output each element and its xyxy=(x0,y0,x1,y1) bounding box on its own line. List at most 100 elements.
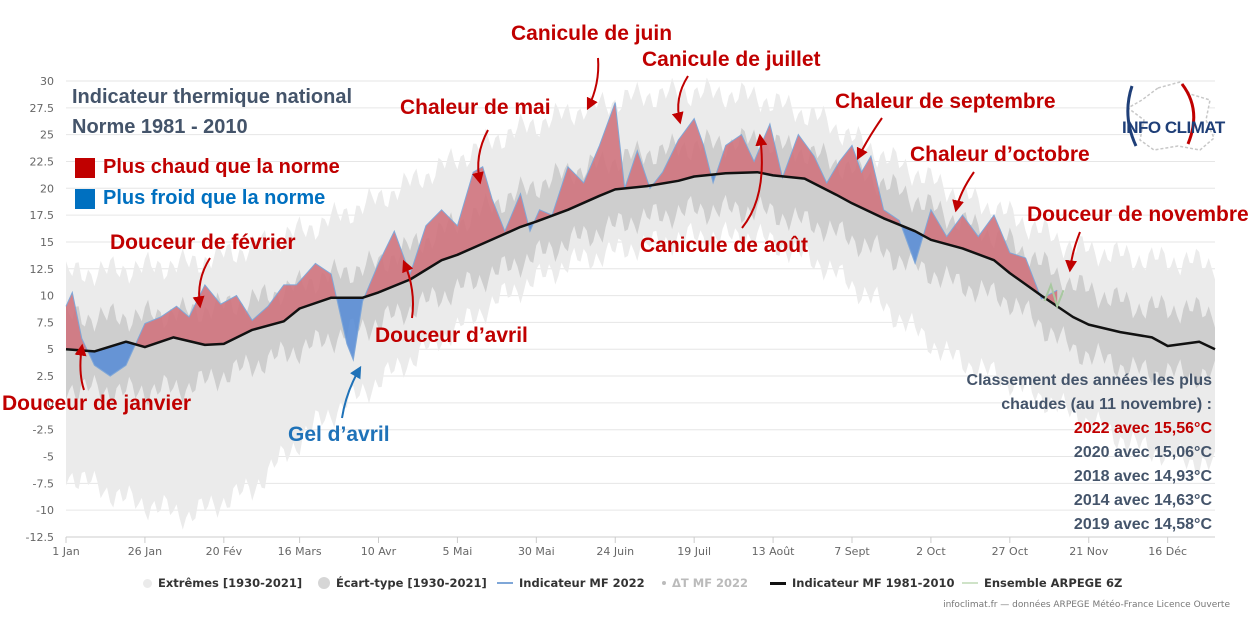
x-axis: 1 Jan 26 Jan 20 Fév 16 Mars 10 Avr 5 Mai 30 Ma… xyxy=(52,536,1215,558)
y-tick-label: -2.5 xyxy=(33,424,54,437)
ranking-row-2: 2020 avec 15,06°C xyxy=(1073,444,1212,461)
chart-title-line1: Indicateur thermique national xyxy=(72,86,353,108)
arpege-line xyxy=(1043,281,1065,310)
arrow-jul-icon xyxy=(671,75,689,125)
warm-key: Plus chaud que la norme xyxy=(75,156,340,179)
legend-label-stddev: Écart-type [1930-2021] xyxy=(336,576,487,590)
arrow-apr-icon xyxy=(402,259,414,319)
x-tick-label: 21 Nov xyxy=(1069,545,1108,558)
chart-lines xyxy=(65,102,1216,377)
x-tick-label: 30 Mai xyxy=(518,545,555,558)
y-tick-label: 20 xyxy=(40,182,54,195)
y-tick-label: -10 xyxy=(36,504,54,517)
annotation-may: Chaleur de mai xyxy=(400,96,551,119)
france-map-logo-icon xyxy=(1126,81,1215,151)
cold-anomaly-area xyxy=(711,174,716,183)
y-tick-label: 10 xyxy=(40,290,54,303)
warm-anomaly-area xyxy=(135,263,336,348)
legend-item-extremes[interactable]: Extrêmes [1930-2021] xyxy=(143,576,302,590)
y-tick-label: -5 xyxy=(43,451,54,464)
legend-marker-mf2022-icon xyxy=(497,582,513,584)
y-tick-label: 15 xyxy=(40,236,54,249)
y-axis: -12.5 -10 -7.5 -5 -2.5 0 2.5 5 7.5 10 12.5 15 17.5 20… xyxy=(26,75,54,544)
cold-key-label: Plus froid que la norme xyxy=(103,187,326,209)
chart-title-line2: Norme 1981 - 2010 xyxy=(72,116,248,138)
y-tick-label: 25 xyxy=(40,129,54,142)
x-tick-label: 16 Déc xyxy=(1148,545,1187,558)
x-tick-label: 7 Sept xyxy=(834,545,870,558)
legend-item-arpege[interactable]: Ensemble ARPEGE 6Z xyxy=(962,576,1122,590)
legend-item-mf2022[interactable]: Indicateur MF 2022 xyxy=(497,576,645,590)
arrow-aug-icon xyxy=(741,133,768,229)
y-tick-label: 2.5 xyxy=(37,370,55,383)
legend-label-extremes: Extrêmes [1930-2021] xyxy=(158,576,303,590)
cold-swatch-icon xyxy=(75,188,95,209)
x-tick-label: 24 Juin xyxy=(596,545,634,558)
y-tick-label: 0 xyxy=(47,397,54,410)
warm-key-label: Plus chaud que la norme xyxy=(103,156,340,178)
legend-marker-norm-icon xyxy=(770,581,786,585)
ranking-row-5: 2019 avec 14,58°C xyxy=(1073,516,1212,533)
y-tick-label: 5 xyxy=(47,343,54,356)
arrow-oct-icon xyxy=(952,171,975,213)
warm-anomaly-area xyxy=(783,134,901,226)
annotation-jul: Canicule de juillet xyxy=(642,48,821,71)
mf2022-line xyxy=(65,102,1058,377)
ranking-row-3: 2018 avec 14,93°C xyxy=(1073,468,1212,485)
data-credit: infoclimat.fr — données ARPEGE Météo-Fra… xyxy=(943,600,1230,610)
ranking-header-2: chaudes (au 11 novembre) : xyxy=(1001,396,1212,413)
x-tick-label: 19 Juil xyxy=(677,545,711,558)
annotation-aug: Canicule de août xyxy=(640,234,809,257)
annotation-jun: Canicule de juin xyxy=(511,22,673,45)
legend-label-arpege: Ensemble ARPEGE 6Z xyxy=(984,576,1123,590)
warm-swatch-icon xyxy=(75,157,95,178)
legend-item-delta[interactable]: ΔT MF 2022 xyxy=(662,576,748,590)
x-tick-label: 10 Avr xyxy=(361,545,397,558)
ranking-header-1: Classement des années les plus xyxy=(966,372,1212,389)
annotation-sep: Chaleur de septembre xyxy=(835,90,1056,113)
arrow-nov-icon xyxy=(1065,231,1081,273)
cold-anomaly-area xyxy=(336,297,365,360)
y-tick-label: 12.5 xyxy=(30,263,55,276)
annotation-oct: Chaleur d’octobre xyxy=(910,143,1090,166)
annotation-arrows xyxy=(74,57,1081,419)
x-tick-label: 5 Mai xyxy=(443,545,473,558)
warm-anomaly-area xyxy=(66,292,88,351)
y-tick-label: 30 xyxy=(40,75,54,88)
legend-label-delta: ΔT MF 2022 xyxy=(672,576,749,590)
ranking-row-4: 2014 avec 14,63°C xyxy=(1073,492,1212,509)
legend-marker-arpege-icon xyxy=(962,582,978,584)
y-tick-label: 22.5 xyxy=(30,155,55,168)
y-tick-label: -7.5 xyxy=(33,477,54,490)
arrow-may-icon xyxy=(471,129,489,185)
chart-areas xyxy=(66,77,1215,530)
x-tick-label: 20 Fév xyxy=(206,545,243,558)
arrow-feb-icon xyxy=(192,257,211,309)
legend-marker-extremes-icon xyxy=(143,578,152,588)
annotation-jan: Douceur de janvier xyxy=(2,392,192,415)
chart-legend: Extrêmes [1930-2021] Écart-type [1930-20… xyxy=(0,571,1260,597)
x-tick-label: 1 Jan xyxy=(52,545,79,558)
warm-anomaly-area xyxy=(534,102,649,223)
logo-text: INFO CLIMAT xyxy=(1122,118,1225,137)
cold-key: Plus froid que la norme xyxy=(75,187,325,210)
warm-anomaly-area xyxy=(653,118,711,186)
ranking-row-1: 2022 avec 15,56°C xyxy=(1073,420,1212,437)
y-tick-label: 7.5 xyxy=(37,316,55,329)
x-tick-label: 27 Oct xyxy=(992,545,1029,558)
arrow-gel-icon xyxy=(341,365,362,419)
annotation-apr: Douceur d’avril xyxy=(375,324,528,347)
legend-label-norm: Indicateur MF 1981-2010 xyxy=(792,576,955,590)
stddev-band xyxy=(66,128,1215,406)
legend-item-stddev[interactable]: Écart-type [1930-2021] xyxy=(318,576,487,590)
arrow-jun-icon xyxy=(586,57,600,111)
annotation-nov: Douceur de novembre xyxy=(1027,203,1249,226)
annotation-feb: Douceur de février xyxy=(110,231,296,254)
y-tick-label: 27.5 xyxy=(30,102,55,115)
annotation-gel: Gel d’avril xyxy=(288,423,390,446)
legend-item-norm[interactable]: Indicateur MF 1981-2010 xyxy=(770,576,954,590)
x-tick-label: 16 Mars xyxy=(278,545,322,558)
arrow-jan-icon xyxy=(74,343,87,391)
extremes-band xyxy=(66,77,1215,530)
